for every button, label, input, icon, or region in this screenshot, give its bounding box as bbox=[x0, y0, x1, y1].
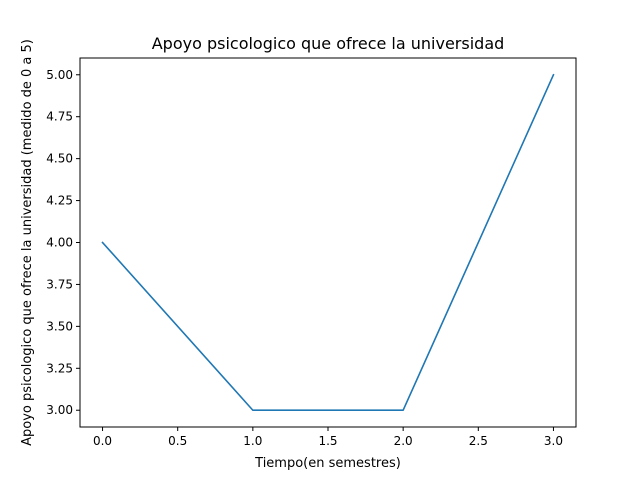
x-tick-label: 0.0 bbox=[93, 434, 112, 448]
chart-title: Apoyo psicologico que ofrece la universi… bbox=[152, 34, 505, 53]
y-tick-label: 3.75 bbox=[46, 277, 73, 291]
series-line bbox=[101, 73, 555, 412]
series-layer bbox=[101, 73, 555, 412]
y-tick-label: 4.50 bbox=[46, 152, 73, 166]
y-tick-label: 3.50 bbox=[46, 319, 73, 333]
y-axis-label: Apoyo psicologico que ofrece la universi… bbox=[20, 39, 35, 446]
x-tick-label: 2.5 bbox=[469, 434, 488, 448]
y-tick-label: 3.25 bbox=[46, 361, 73, 375]
y-tick-label: 4.25 bbox=[46, 194, 73, 208]
plot-frame bbox=[79, 57, 577, 428]
x-tick-label: 0.5 bbox=[168, 434, 187, 448]
x-axis-label: Tiempo(en semestres) bbox=[254, 456, 401, 471]
x-tick-label: 1.5 bbox=[318, 434, 337, 448]
x-tick-label: 2.0 bbox=[394, 434, 413, 448]
y-axis-ticks: 3.00 3.25 3.50 3.75 4.00 4.25 4.50 4.75 5.00 bbox=[46, 68, 80, 417]
y-tick-label: 3.00 bbox=[46, 403, 73, 417]
x-axis-ticks: 0.0 0.5 1.0 1.5 2.0 2.5 3.0 bbox=[93, 427, 563, 448]
y-tick-label: 5.00 bbox=[46, 68, 73, 82]
x-tick-label: 1.0 bbox=[243, 434, 262, 448]
y-tick-label: 4.75 bbox=[46, 110, 73, 124]
x-tick-label: 3.0 bbox=[544, 434, 563, 448]
y-tick-label: 4.00 bbox=[46, 236, 73, 250]
